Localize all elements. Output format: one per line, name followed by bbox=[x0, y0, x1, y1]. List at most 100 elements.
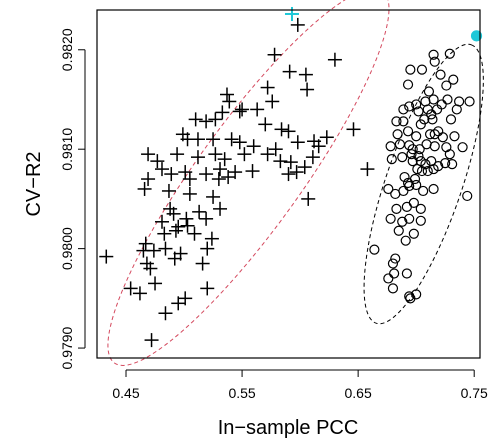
circle-point bbox=[421, 139, 432, 150]
plus-point bbox=[311, 139, 326, 154]
plus-point bbox=[137, 181, 152, 196]
plus-point bbox=[283, 155, 298, 170]
circle-point bbox=[404, 140, 415, 151]
plus-point bbox=[154, 214, 169, 229]
plus-point bbox=[260, 80, 275, 95]
ellipse-2 bbox=[363, 43, 484, 325]
plus-point bbox=[282, 64, 297, 79]
plus-point bbox=[217, 152, 232, 167]
circle-point bbox=[398, 104, 409, 115]
circle-point bbox=[405, 64, 416, 75]
circle-point bbox=[429, 129, 440, 140]
plus-point bbox=[360, 162, 375, 177]
circle-point bbox=[420, 96, 431, 107]
circle-point bbox=[411, 131, 422, 142]
plus-point bbox=[154, 162, 169, 177]
plus-point bbox=[305, 150, 320, 165]
circle-point bbox=[391, 203, 402, 214]
plus-point bbox=[148, 276, 163, 291]
x-tick-label: 0.55 bbox=[228, 385, 255, 401]
circle-point bbox=[418, 185, 429, 197]
plus-point bbox=[141, 172, 156, 187]
circle-point bbox=[411, 99, 422, 110]
circle-point bbox=[448, 74, 459, 85]
plus-point bbox=[157, 226, 172, 241]
circle-point bbox=[428, 183, 439, 195]
circle-point bbox=[449, 131, 460, 142]
plus-point bbox=[167, 251, 182, 266]
plus-point bbox=[187, 226, 202, 241]
circle-point bbox=[419, 114, 430, 125]
plus-point bbox=[281, 167, 296, 182]
circle-point bbox=[408, 228, 419, 239]
circle-point bbox=[429, 56, 440, 67]
circle-point bbox=[391, 116, 402, 127]
confidence-ellipses bbox=[107, 0, 484, 366]
circle-point bbox=[426, 109, 437, 120]
circle-point bbox=[387, 283, 399, 294]
circle-point bbox=[387, 258, 399, 269]
circle-point bbox=[427, 114, 438, 125]
circle-point bbox=[402, 126, 414, 137]
x-tick-label: 0.45 bbox=[112, 385, 139, 401]
circle-point bbox=[436, 99, 447, 110]
plus-point bbox=[273, 154, 288, 169]
circle-point bbox=[416, 64, 428, 75]
y-tick-label: 0.9810 bbox=[59, 128, 75, 171]
circle-point bbox=[454, 96, 465, 107]
plus-point bbox=[274, 122, 289, 137]
circle-point bbox=[445, 114, 457, 125]
circle-point bbox=[444, 149, 455, 160]
circle-point bbox=[428, 163, 439, 175]
ellipse-1 bbox=[107, 0, 390, 366]
plus-point bbox=[123, 281, 138, 296]
plus-point bbox=[224, 132, 239, 147]
circle-point bbox=[411, 289, 422, 300]
plus-point bbox=[268, 142, 283, 157]
circle-point bbox=[369, 244, 380, 255]
y-axis-title: CV−R2 bbox=[23, 151, 45, 216]
plus-point bbox=[99, 249, 114, 264]
plus-point bbox=[298, 67, 313, 82]
plus-point bbox=[182, 172, 197, 187]
circle-point bbox=[386, 154, 397, 165]
circle-point bbox=[423, 86, 435, 97]
plus-point bbox=[143, 261, 158, 276]
circle-point bbox=[440, 158, 451, 169]
circle-point bbox=[404, 101, 415, 112]
circle-point bbox=[390, 253, 401, 264]
plus-point bbox=[182, 186, 197, 201]
circle-point bbox=[404, 213, 415, 224]
x-tick-label: 0.75 bbox=[461, 385, 488, 401]
circle-point bbox=[392, 129, 403, 140]
circle-point bbox=[383, 273, 394, 284]
plus-point bbox=[132, 286, 147, 301]
plus-point bbox=[213, 201, 228, 216]
circle-point bbox=[441, 142, 452, 153]
plus-point bbox=[235, 102, 250, 117]
plus-point bbox=[200, 241, 215, 256]
plus-point bbox=[297, 160, 312, 175]
circle-point bbox=[398, 185, 409, 197]
circle-point bbox=[402, 79, 414, 90]
circle-point bbox=[408, 197, 419, 208]
circle-point bbox=[393, 225, 404, 236]
circle-point bbox=[398, 116, 409, 127]
plus-point bbox=[208, 147, 223, 162]
plus-point bbox=[289, 165, 304, 180]
circle-point bbox=[441, 80, 452, 91]
y-tick-label: 0.9800 bbox=[59, 227, 75, 270]
circle-point bbox=[404, 291, 415, 302]
plus-point bbox=[206, 132, 221, 147]
plus-point bbox=[192, 204, 207, 219]
highlight-circle-point bbox=[470, 30, 483, 42]
plus-point bbox=[180, 218, 195, 233]
plus-point bbox=[171, 296, 186, 311]
plus-point bbox=[208, 112, 223, 127]
plus-point bbox=[301, 191, 316, 206]
plus-point bbox=[246, 139, 261, 154]
circle-point bbox=[400, 235, 411, 246]
circle-point bbox=[422, 165, 433, 177]
circle-point bbox=[415, 203, 426, 214]
